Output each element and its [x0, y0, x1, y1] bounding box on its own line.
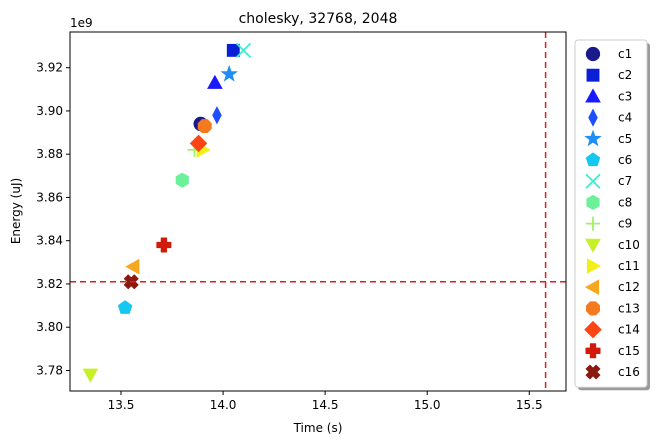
- x-tick-label: 13.5: [108, 398, 135, 412]
- data-point-c6: [117, 300, 133, 314]
- x-tick-label: 15.5: [516, 398, 543, 412]
- legend-label-c1: c1: [618, 47, 632, 61]
- legend-label-c12: c12: [618, 280, 640, 294]
- y-offset-text: 1e9: [70, 16, 93, 30]
- legend-marker-c6: [585, 152, 601, 167]
- legend-marker-c12: [584, 279, 600, 296]
- reference-lines: [70, 32, 566, 391]
- legend-box: [574, 39, 648, 388]
- data-point-c10: [82, 368, 99, 383]
- legend-marker-c14: [584, 320, 602, 339]
- plot-markers: [82, 42, 252, 383]
- plot-frame: [69, 31, 567, 392]
- data-point-c15: [156, 237, 172, 253]
- legend-marker-c9: [586, 216, 600, 231]
- data-point-c4: [212, 106, 222, 125]
- legend-label-c13: c13: [618, 301, 640, 315]
- data-point-c3: [207, 74, 223, 89]
- legend-label-c15: c15: [618, 344, 640, 358]
- x-axis: 13.5 14.0 14.5 15.0 15.5: [108, 391, 543, 412]
- legend-marker-c10: [585, 238, 601, 253]
- y-tick-label: 3.78: [36, 363, 63, 377]
- y-tick-label: 3.80: [36, 320, 63, 334]
- y-tick-label: 3.90: [36, 104, 63, 118]
- legend-marker-c7: [585, 173, 601, 189]
- x-tick-label: 14.5: [312, 398, 339, 412]
- legend-label-c14: c14: [618, 323, 640, 337]
- legend-label-c4: c4: [618, 111, 632, 125]
- legend-label-c9: c9: [618, 217, 632, 231]
- y-tick-label: 3.82: [36, 277, 63, 291]
- y-axis: 3.78 3.80 3.82 3.84 3.86 3.88 3.90 3.92: [36, 61, 70, 377]
- legend-marker-c13: [586, 301, 600, 316]
- legend-marker-c15: [585, 343, 601, 359]
- x-axis-label: Time (s): [293, 421, 343, 435]
- legend-label-c2: c2: [618, 68, 632, 82]
- legend: c1 c2 c3 c4 c5 c6 c7 c8 c9 c10 c11 c12 c13 c14 c15 c16: [574, 39, 650, 391]
- legend-label-c3: c3: [618, 89, 632, 103]
- y-tick-label: 3.84: [36, 234, 63, 248]
- legend-marker-c16: [585, 364, 601, 380]
- legend-label-c16: c16: [618, 365, 640, 379]
- data-point-c5: [220, 64, 238, 82]
- x-tick-label: 14.0: [210, 398, 237, 412]
- data-point-c2: [226, 43, 240, 57]
- legend-marker-c1: [585, 46, 601, 62]
- legend-label-c8: c8: [618, 195, 632, 209]
- legend-marker-c2: [586, 68, 600, 82]
- chart-title: cholesky, 32768, 2048: [239, 11, 398, 27]
- data-point-c14: [189, 134, 208, 153]
- x-tick-label: 15.0: [414, 398, 441, 412]
- legend-marker-c5: [584, 129, 602, 147]
- data-point-c7: [235, 42, 252, 59]
- legend-marker-c4: [588, 108, 598, 127]
- legend-marker-c8: [586, 194, 600, 210]
- y-tick-label: 3.86: [36, 190, 63, 204]
- legend-label-c6: c6: [618, 153, 632, 167]
- data-point-c13: [197, 119, 212, 134]
- data-point-c8: [175, 172, 189, 188]
- legend-label-c7: c7: [618, 174, 632, 188]
- legend-label-c10: c10: [618, 238, 640, 252]
- y-tick-label: 3.92: [36, 61, 63, 75]
- legend-marker-c11: [586, 258, 602, 274]
- data-point-c12: [125, 258, 140, 275]
- y-axis-label: Energy (uJ): [9, 178, 23, 244]
- legend-label-c5: c5: [618, 132, 632, 146]
- y-tick-label: 3.88: [36, 147, 63, 161]
- legend-marker-c3: [585, 88, 601, 103]
- legend-label-c11: c11: [618, 259, 640, 273]
